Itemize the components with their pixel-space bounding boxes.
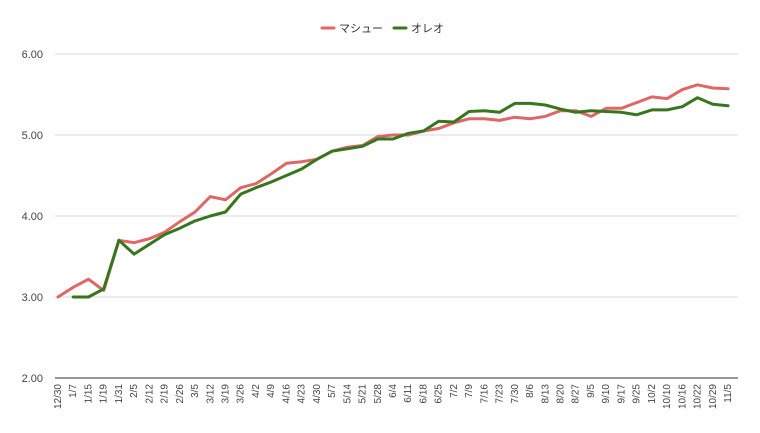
x-tick-label: 10/2 [647, 384, 658, 404]
x-tick-label: 5/28 [373, 384, 384, 404]
x-tick-label: 1/19 [99, 384, 110, 404]
x-axis-ticks: 12/30 1/7 1/15 1/19 1/31 2/5 2/12 2/19 2/26 3/5 3/… [53, 384, 734, 409]
x-tick-label: 9/5 [586, 384, 597, 398]
x-tick-label: 5/7 [327, 384, 338, 398]
x-tick-label: 9/17 [616, 384, 627, 404]
x-tick-label: 4/16 [281, 384, 292, 404]
x-tick-label: 7/30 [510, 384, 521, 404]
x-tick-label: 2/19 [160, 384, 171, 404]
x-tick-label: 10/16 [677, 384, 688, 409]
x-tick-label: 3/19 [221, 384, 232, 404]
x-tick-label: 4/30 [312, 384, 323, 404]
x-tick-label: 2/26 [175, 384, 186, 404]
x-tick-label: 8/27 [571, 384, 582, 404]
x-tick-label: 5/14 [342, 384, 353, 404]
x-tick-label: 6/4 [388, 384, 399, 398]
x-tick-label: 1/31 [114, 384, 125, 404]
x-tick-label: 3/12 [205, 384, 216, 404]
y-tick-label: 6.00 [22, 49, 43, 61]
x-tick-label: 1/7 [68, 384, 79, 398]
series-line-1 [56, 83, 730, 299]
x-tick-label: 3/26 [236, 384, 247, 404]
x-tick-label: 10/10 [662, 384, 673, 409]
x-tick-label: 7/9 [464, 384, 475, 398]
y-tick-label: 3.00 [22, 292, 43, 304]
x-tick-label: 7/23 [495, 384, 506, 404]
x-tick-label: 10/29 [708, 384, 719, 409]
series-line-2 [71, 96, 730, 299]
y-tick-label: 4.00 [22, 211, 43, 223]
x-tick-label: 6/11 [403, 384, 414, 403]
x-tick-label: 4/9 [266, 384, 277, 398]
x-tick-label: 9/10 [601, 384, 612, 404]
legend-label: マシュー [339, 22, 383, 35]
x-tick-label: 11/5 [723, 384, 734, 403]
x-tick-label: 7/2 [449, 384, 460, 398]
x-tick-label: 12/30 [53, 384, 64, 409]
x-tick-label: 4/23 [297, 384, 308, 404]
x-tick-label: 2/12 [144, 384, 155, 404]
y-tick-label: 2.00 [22, 373, 43, 385]
x-tick-label: 8/6 [525, 384, 536, 398]
legend-label: オレオ [411, 22, 444, 35]
legend: マシュー オレオ [320, 22, 444, 35]
x-tick-label: 3/5 [190, 384, 201, 398]
x-tick-label: 10/22 [693, 384, 704, 409]
x-tick-label: 1/15 [83, 384, 94, 404]
x-tick-label: 8/13 [540, 384, 551, 404]
x-tick-label: 8/20 [556, 384, 567, 404]
x-tick-label: 9/25 [632, 384, 643, 404]
x-tick-label: 7/16 [479, 384, 490, 404]
y-axis-ticks: 2.00 3.00 4.00 5.00 6.00 [22, 49, 43, 385]
x-tick-label: 4/2 [251, 384, 262, 398]
gridlines [55, 53, 738, 379]
x-tick-label: 2/5 [129, 384, 140, 398]
y-tick-label: 5.00 [22, 130, 43, 142]
x-tick-label: 6/25 [434, 384, 445, 404]
series-lines [56, 83, 730, 299]
x-tick-label: 6/18 [418, 384, 429, 404]
x-tick-label: 5/21 [358, 384, 369, 404]
